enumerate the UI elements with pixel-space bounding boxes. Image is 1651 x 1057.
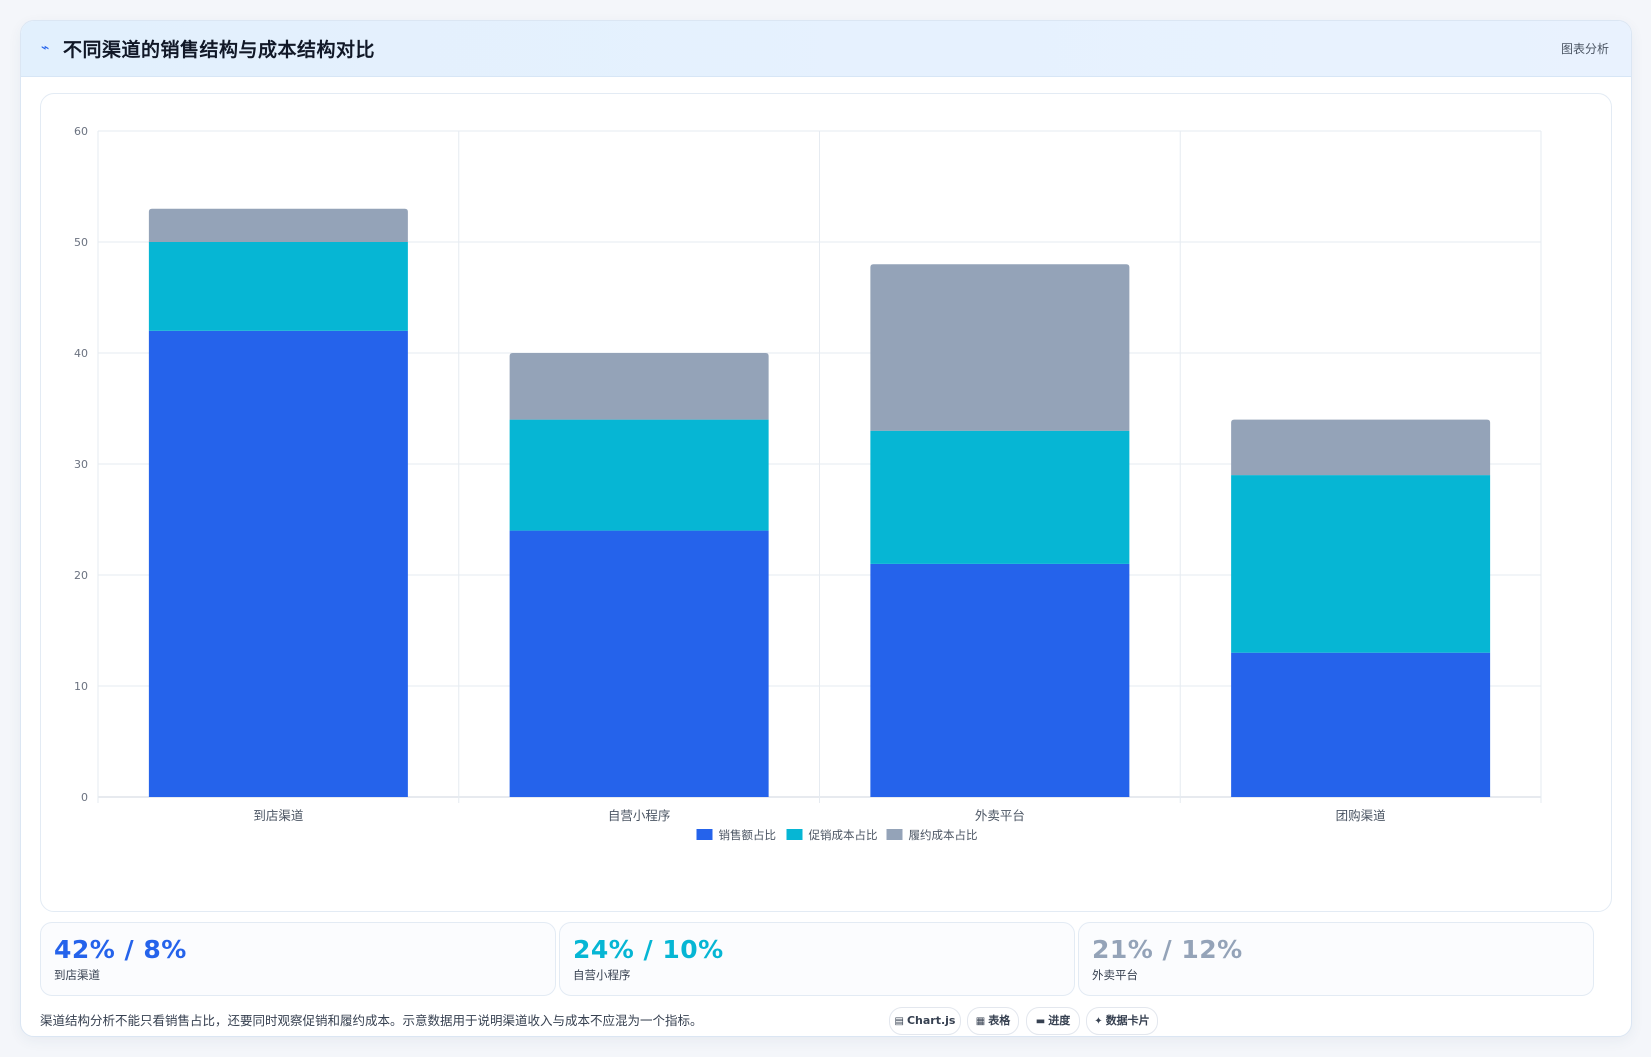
stat-card: 21% / 12% 外卖平台 [1078, 922, 1594, 996]
bar-segment [148, 208, 408, 242]
stat-value: 21% / 12% [1092, 935, 1243, 964]
legend-swatch [786, 829, 803, 840]
chartjs-tag[interactable]: ▤ Chart.js [889, 1007, 961, 1035]
card-header: ⌁ 不同渠道的销售结构与成本结构对比 图表分析 [21, 21, 1631, 77]
stat-card: 42% / 8% 到店渠道 [40, 922, 556, 996]
y-tick-label: 10 [74, 680, 88, 693]
tag-label: Chart.js [906, 1014, 956, 1027]
x-tick-label: 自营小程序 [608, 808, 671, 823]
tag-label: 表格 [988, 1014, 1011, 1027]
table-icon: ▦ [975, 1016, 986, 1027]
bar-segment [509, 530, 769, 797]
chart-icon: ▤ [894, 1016, 904, 1027]
legend-swatch [696, 829, 713, 840]
stat-label: 自营小程序 [573, 968, 631, 982]
stat-card: 24% / 10% 自营小程序 [559, 922, 1075, 996]
stat-value: 42% / 8% [54, 935, 187, 964]
stat-label: 到店渠道 [54, 968, 100, 982]
sparkle-icon: ✦ [1094, 1016, 1103, 1027]
bar-segment [148, 330, 408, 797]
bar-segment [1231, 419, 1491, 476]
bar-segment [870, 563, 1130, 797]
footer-note: 渠道结构分析不能只看销售占比，还要同时观察促销和履约成本。示意数据用于说明渠道收… [40, 1013, 703, 1028]
legend-label: 销售额占比 [719, 828, 777, 842]
legend-label: 履约成本占比 [909, 828, 978, 842]
bar-segment [1231, 652, 1491, 797]
y-tick-label: 20 [74, 569, 88, 582]
progress-icon: ▬ [1035, 1016, 1046, 1027]
legend-label: 促销成本占比 [809, 828, 878, 842]
bar-segment [1231, 475, 1491, 653]
stat-label: 外卖平台 [1092, 968, 1138, 982]
chart-card: ⌁ 不同渠道的销售结构与成本结构对比 图表分析 0 10 20 30 40 50 60 到店渠… [20, 20, 1632, 1037]
y-tick-label: 60 [74, 125, 88, 138]
tag-label: 数据卡片 [1105, 1014, 1150, 1027]
bar-segment [870, 264, 1130, 431]
stat-value: 24% / 10% [573, 935, 724, 964]
progress-tag[interactable]: ▬ 进度 [1026, 1007, 1080, 1035]
x-tick-label: 到店渠道 [253, 808, 304, 823]
bar-segment [148, 242, 408, 331]
page-title: 不同渠道的销售结构与成本结构对比 [63, 39, 376, 61]
chart-container: 0 10 20 30 40 50 60 到店渠道 自营小程序 外卖平台 团购渠道销售额占比 促销成本占… [40, 93, 1612, 912]
bar-segment [509, 419, 769, 531]
x-tick-label: 外卖平台 [975, 808, 1025, 823]
y-tick-label: 50 [74, 236, 88, 249]
table-tag[interactable]: ▦ 表格 [967, 1007, 1019, 1035]
y-tick-label: 30 [74, 458, 88, 471]
y-tick-label: 40 [74, 347, 88, 360]
tag-label: 进度 [1048, 1014, 1071, 1027]
x-tick-label: 团购渠道 [1336, 808, 1387, 823]
data-card-tag[interactable]: ✦ 数据卡片 [1086, 1007, 1158, 1035]
trend-line-icon: ⌁ [41, 40, 50, 56]
header-tag: 图表分析 [1560, 42, 1609, 56]
legend-swatch [886, 829, 903, 840]
bar-segment [870, 430, 1130, 564]
y-tick-label: 0 [81, 791, 88, 804]
bar-segment [509, 353, 769, 420]
